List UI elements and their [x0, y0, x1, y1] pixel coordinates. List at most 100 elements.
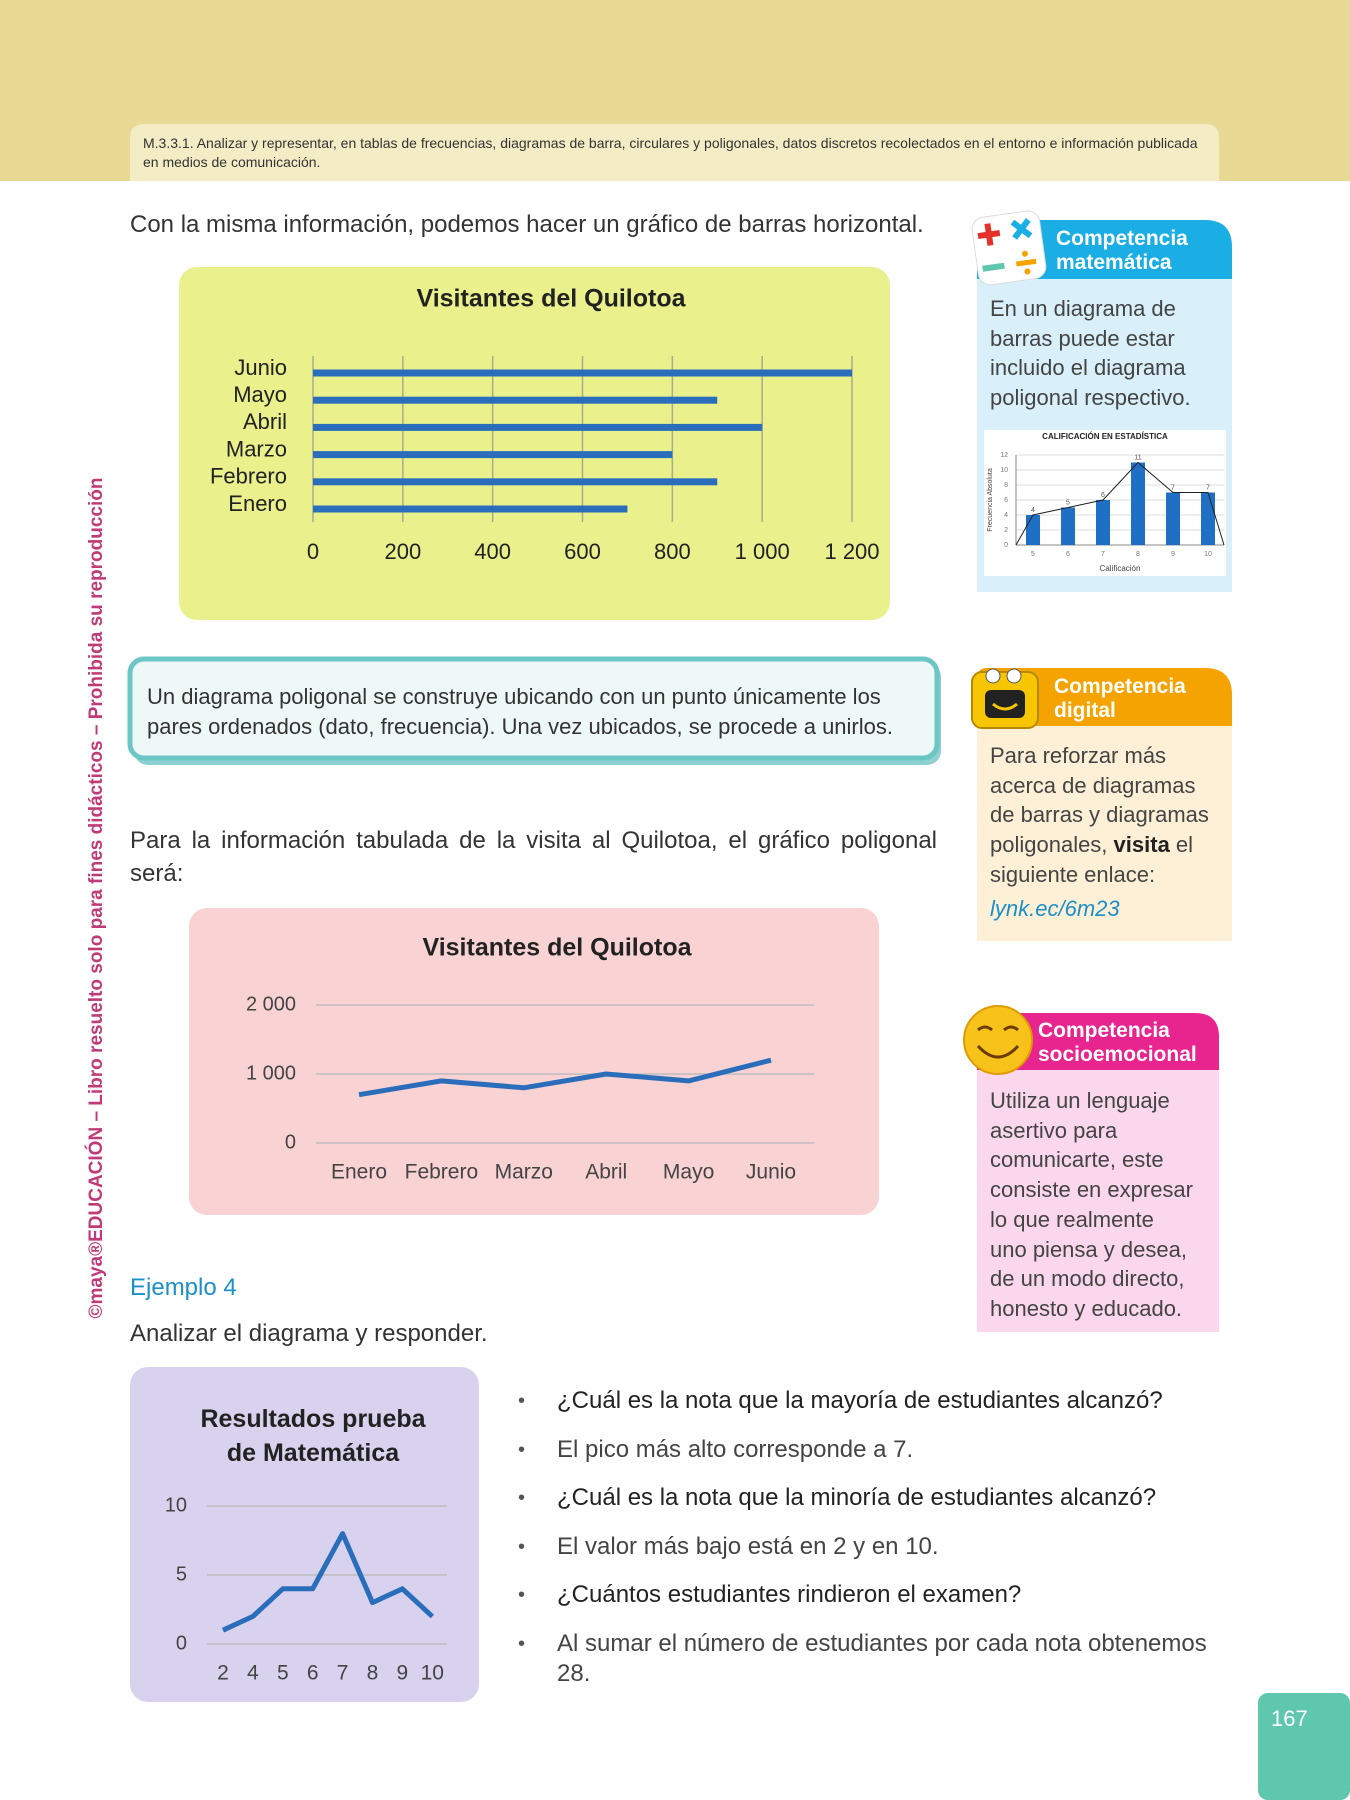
chart-box: [189, 908, 879, 1215]
y-tick-label: 12: [1000, 452, 1008, 459]
y-tick-label: Marzo: [226, 436, 287, 461]
x-tick-label: 1 200: [824, 539, 879, 564]
x-tick-label: 9: [1171, 551, 1175, 558]
y-tick-label: 4: [1004, 512, 1008, 519]
bar: [1026, 515, 1040, 545]
bullet: •: [518, 1535, 526, 1558]
data-line: [221, 1531, 434, 1633]
box-text-line: siguiente enlace:: [990, 861, 1156, 887]
socio-body: [977, 1070, 1219, 1332]
bar: [313, 451, 673, 459]
example-instruction: Analizar el diagrama y responder.: [130, 1320, 488, 1347]
smiley-mouth: [976, 1044, 1020, 1059]
smiley-eyes: [977, 1025, 1019, 1032]
x-tick-label: 400: [474, 539, 511, 564]
x-tick-label: 7: [1101, 551, 1105, 558]
robot-eye: [1006, 668, 1022, 684]
bullet: •: [518, 1390, 526, 1412]
y-tick-label: 5: [176, 1563, 187, 1585]
chart-title: CALIFICACIÓN EN ESTADÍSTICA: [1042, 432, 1168, 441]
answer: El pico más alto corresponde a 7.: [557, 1435, 914, 1463]
box-title: socioemocional: [1038, 1043, 1197, 1066]
bar: [1061, 507, 1075, 545]
paragraph-line: Para la información tabulada de la visit…: [130, 827, 937, 854]
x-tick-label: 0: [307, 539, 319, 564]
box-text-line: asertivo para: [990, 1117, 1118, 1143]
socio-header: [977, 1013, 1219, 1070]
box-text-line: consiste en expresar: [990, 1177, 1193, 1203]
box-text-line: Para reforzar más: [990, 743, 1167, 768]
x-tick-label: Mayo: [663, 1161, 714, 1184]
y-tick-label: 0: [176, 1632, 187, 1654]
icon-times: [1010, 218, 1033, 240]
icon-plus: [977, 223, 1001, 246]
text-span: el: [1169, 832, 1194, 858]
robot-smile: [992, 702, 1018, 711]
box-title: Competencia: [1054, 675, 1186, 698]
x-tick-label: 10: [1204, 551, 1212, 558]
box-text-line: de un modo directo,: [990, 1266, 1185, 1292]
bar: [313, 478, 718, 486]
answer: Al sumar el número de estudiantes por ca…: [557, 1630, 1207, 1687]
copyright-note: ©maya®EDUCACIÓN – Libro resuelto solo pa…: [86, 477, 107, 1319]
y-tick-label: 0: [1004, 542, 1008, 549]
icon-dot: [1021, 250, 1028, 257]
bar: [313, 505, 628, 513]
paragraph-line: será:: [130, 860, 184, 887]
x-tick-label: 8: [1136, 551, 1140, 558]
chart-box: [130, 1367, 479, 1702]
y-tick-label: Enero: [228, 491, 287, 516]
curriculum-standard: M.3.3.1. Analizar y representar, en tabl…: [143, 135, 1198, 170]
x-tick-label: 6: [1066, 551, 1070, 558]
x-tick-label: Abril: [585, 1161, 627, 1184]
bar: [1166, 492, 1180, 545]
y-tick-label: 10: [165, 1494, 187, 1516]
y-tick-label: 2 000: [246, 993, 296, 1015]
callout-line: Un diagrama poligonal se construye ubica…: [147, 684, 881, 709]
x-tick-label: 1 000: [735, 539, 790, 564]
answer: El valor más bajo está en 2 y en 10.: [557, 1532, 939, 1560]
box-text-line: Utiliza un lenguaje: [990, 1088, 1170, 1113]
robot-icon: [971, 668, 1039, 729]
x-tick-label: 10: [421, 1662, 444, 1685]
x-tick-label: Enero: [331, 1161, 387, 1184]
chart-title: Resultados prueba de Matemática: [200, 1405, 426, 1467]
y-tick-label: Febrero: [210, 464, 287, 489]
question: ¿Cuál es la nota que la mayoría de estud…: [557, 1387, 1163, 1414]
digital-body: [977, 726, 1232, 941]
x-tick-label: 800: [654, 539, 691, 564]
y-tick-label: Mayo: [233, 382, 287, 407]
y-tick-label: Abril: [243, 409, 287, 434]
callout-line: pares ordenados (dato, frecuencia). Una …: [147, 714, 893, 739]
x-tick-label: Febrero: [405, 1161, 479, 1184]
icon-minus: [982, 262, 1005, 272]
box-title: Competencia: [1038, 1019, 1170, 1042]
bullet: •: [518, 1633, 526, 1655]
box-text-line: barras puede estar: [990, 325, 1175, 351]
box-text-line: acerca de diagramas: [990, 772, 1196, 798]
box-text-line: de barras y diagramas: [990, 802, 1209, 828]
smiley-icon: [963, 1005, 1033, 1075]
bar: [1201, 492, 1215, 545]
x-axis-label: Calificación: [1100, 564, 1141, 573]
chart-title: Visitantes del Quilotoa: [416, 285, 686, 313]
x-tick-label: 6: [307, 1662, 319, 1685]
bar: [313, 396, 718, 404]
x-tick-label: 4: [247, 1662, 259, 1685]
box-title: digital: [1054, 699, 1116, 722]
data-line: [358, 1057, 772, 1098]
y-axis-label: Frecuencia Absoluta: [987, 468, 994, 532]
box-text-line: poligonales, visita el: [990, 830, 1193, 860]
y-tick-label: 1 000: [246, 1062, 296, 1084]
page-number-box: [1258, 1693, 1350, 1800]
box-text-line: lo que realmente: [990, 1206, 1154, 1232]
chart-title: Visitantes del Quilotoa: [422, 934, 692, 962]
data-label: 6: [1101, 492, 1105, 499]
link[interactable]: lynk.ec/6m23: [990, 896, 1120, 921]
box-title: Competencia: [1056, 227, 1188, 250]
y-tick-label: 8: [1004, 482, 1008, 489]
x-tick-label: Junio: [746, 1161, 796, 1184]
y-tick-label: 6: [1004, 497, 1008, 504]
